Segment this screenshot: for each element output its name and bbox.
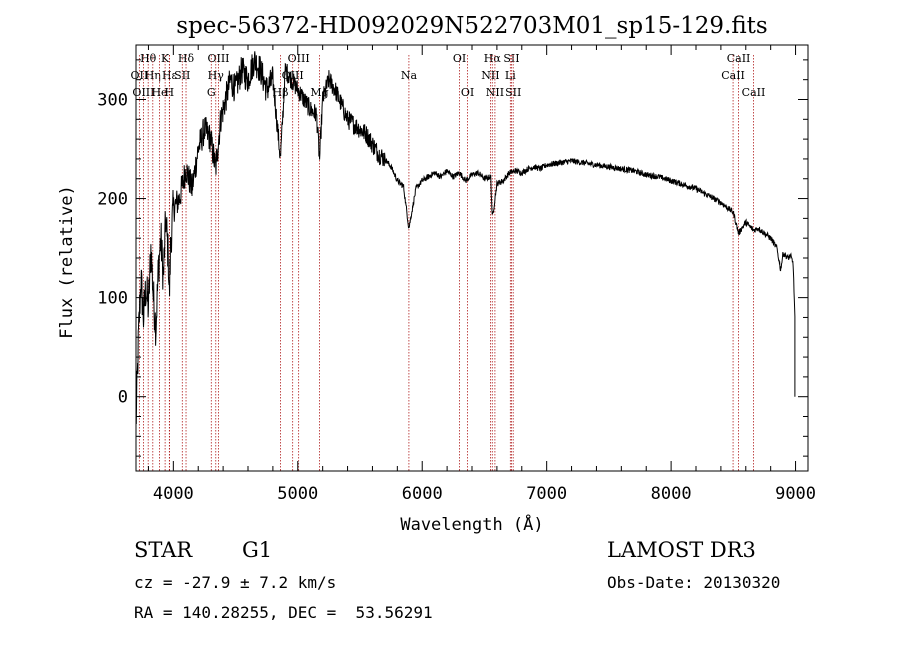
coordinates: RA = 140.28255, DEC = 53.56291 [134, 603, 433, 622]
chart-title: spec-56372-HD092029N522703M01_sp15-129.f… [176, 13, 767, 39]
line-marker-label: Na [401, 69, 418, 82]
line-marker-label: OIII [132, 86, 154, 99]
x-tick-label: 8000 [651, 484, 692, 504]
y-axis-label: Flux (relative) [57, 185, 77, 339]
line-marker-label: CaII [742, 86, 766, 99]
y-tick-label: 300 [97, 90, 128, 110]
observation-date: Obs-Date: 20130320 [607, 573, 781, 592]
x-tick-label: 6000 [402, 484, 443, 504]
y-tick-label: 0 [118, 388, 128, 408]
line-marker-label: OIII [288, 52, 310, 65]
line-marker-label: Hδ [178, 52, 195, 65]
object-subclass: G1 [242, 538, 273, 562]
x-tick-label: 7000 [526, 484, 567, 504]
line-marker-label: Hγ [208, 69, 225, 82]
line-marker-label: SII [174, 69, 190, 82]
line-marker-label: G [207, 86, 216, 99]
x-axis: 4000 5000 6000 7000 8000 9000 [147, 45, 816, 504]
y-tick-label: 200 [97, 190, 128, 210]
x-tick-label: 4000 [153, 484, 194, 504]
line-marker-label: H [165, 86, 175, 99]
line-marker-label: Hθ [140, 52, 157, 65]
plot-border [135, 44, 809, 472]
y-axis: 0 100 200 300 [97, 59, 808, 457]
line-marker-label: OI [453, 52, 466, 65]
object-class: STAR [134, 538, 193, 562]
line-marker-label: Hε [162, 69, 178, 82]
line-marker-label: SII [503, 52, 519, 65]
line-marker-label: He [151, 86, 167, 99]
x-tick-label: 5000 [277, 484, 318, 504]
redshift-velocity: cz = -27.9 ± 7.2 km/s [134, 573, 337, 592]
line-marker-label: NII [481, 69, 499, 82]
line-marker-label: K [161, 52, 170, 65]
line-marker-label: OII [131, 69, 149, 82]
survey-name: LAMOST DR3 [607, 538, 756, 562]
y-tick-label: 100 [97, 289, 128, 309]
line-marker-label: SII [505, 86, 521, 99]
line-marker-label: OIII [207, 52, 229, 65]
line-marker-label: CaII [721, 69, 745, 82]
line-marker-label: Hη [145, 69, 161, 82]
line-marker-label: CaII [727, 52, 751, 65]
line-marker-label: Hα [484, 52, 502, 65]
spectrum-line [135, 51, 796, 471]
line-marker-label: NII [486, 86, 504, 99]
x-axis-label: Wavelength (Å) [400, 513, 543, 535]
line-marker-label: Li [505, 69, 516, 82]
x-tick-label: 9000 [775, 484, 816, 504]
line-marker-label: OI [461, 86, 474, 99]
plot-frame [135, 44, 809, 472]
